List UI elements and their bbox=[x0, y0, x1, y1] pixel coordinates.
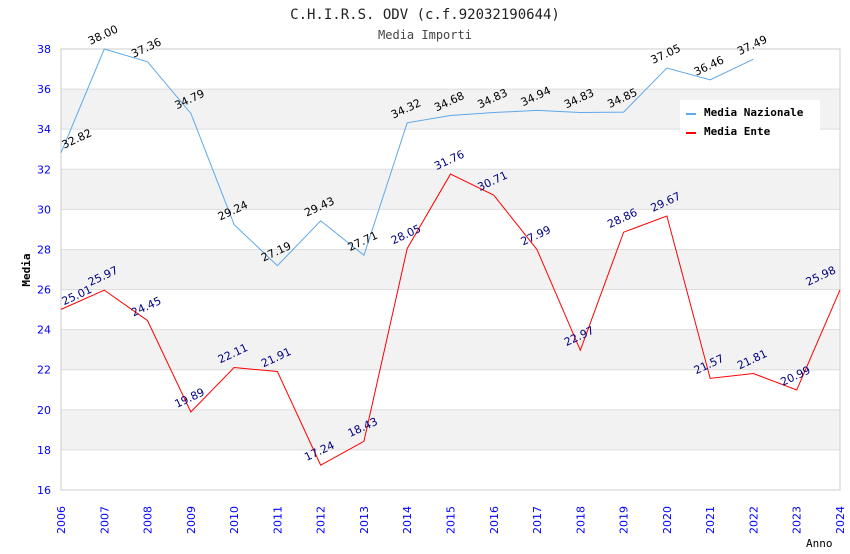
x-tick-label: 2018 bbox=[574, 506, 587, 534]
y-tick-label: 16 bbox=[37, 484, 51, 497]
chart-subtitle: Media Importi bbox=[378, 28, 472, 42]
data-label: 37.36 bbox=[129, 35, 163, 60]
x-tick-label: 2016 bbox=[488, 506, 501, 534]
legend-label-ente: Media Ente bbox=[704, 125, 771, 138]
y-tick-label: 36 bbox=[37, 83, 51, 96]
grid-band bbox=[61, 409, 840, 450]
plot-border bbox=[60, 48, 841, 491]
y-tick-label: 26 bbox=[37, 284, 51, 297]
x-tick-label: 2021 bbox=[704, 506, 717, 534]
legend: Media Nazionale Media Ente bbox=[680, 100, 820, 142]
data-label: 37.49 bbox=[735, 33, 769, 58]
y-tick-label: 24 bbox=[37, 324, 51, 337]
data-label: 28.05 bbox=[389, 222, 423, 247]
grid-band bbox=[61, 329, 840, 370]
x-tick-label: 2008 bbox=[142, 506, 155, 534]
data-label: 38.00 bbox=[86, 23, 120, 48]
x-tick-label: 2014 bbox=[401, 506, 414, 534]
x-tick-label: 2006 bbox=[55, 506, 68, 534]
x-tick-label: 2015 bbox=[445, 506, 458, 534]
x-tick-label: 2012 bbox=[315, 506, 328, 534]
y-tick-label: 34 bbox=[37, 123, 51, 136]
data-label: 27.99 bbox=[519, 223, 553, 248]
data-label: 24.45 bbox=[129, 294, 163, 319]
y-tick-label: 28 bbox=[37, 243, 51, 256]
x-tick-label: 2013 bbox=[358, 506, 371, 534]
y-tick-label: 38 bbox=[37, 43, 51, 56]
x-tick-label: 2011 bbox=[271, 506, 284, 534]
data-label: 32.82 bbox=[60, 126, 94, 151]
chart-title: C.H.I.R.S. ODV (c.f.92032190644) bbox=[290, 7, 560, 23]
y-tick-label: 22 bbox=[37, 364, 51, 377]
x-tick-label: 2019 bbox=[618, 506, 631, 534]
y-tick-label: 30 bbox=[37, 203, 51, 216]
data-label: 19.89 bbox=[173, 386, 207, 411]
legend-label-nazionale: Media Nazionale bbox=[704, 106, 804, 119]
x-tick-label: 2017 bbox=[531, 506, 544, 534]
y-axis-label: Media bbox=[20, 253, 33, 286]
grid-band bbox=[61, 169, 840, 210]
series-line-nazionale bbox=[60, 48, 754, 267]
x-tick-label: 2023 bbox=[791, 506, 804, 534]
data-label: 37.05 bbox=[649, 42, 683, 67]
y-tick-label: 20 bbox=[37, 404, 51, 417]
grid-band bbox=[61, 249, 840, 290]
x-tick-label: 2024 bbox=[834, 506, 847, 534]
x-tick-label: 2007 bbox=[98, 506, 111, 534]
series-line-ente bbox=[60, 173, 841, 466]
x-tick-label: 2009 bbox=[185, 506, 198, 534]
x-axis-label: Anno bbox=[806, 537, 833, 550]
y-tick-label: 32 bbox=[37, 163, 51, 176]
x-tick-label: 2022 bbox=[747, 506, 760, 534]
x-tick-label: 2020 bbox=[661, 506, 674, 534]
x-tick-label: 2010 bbox=[228, 506, 241, 534]
y-tick-label: 18 bbox=[37, 444, 51, 457]
